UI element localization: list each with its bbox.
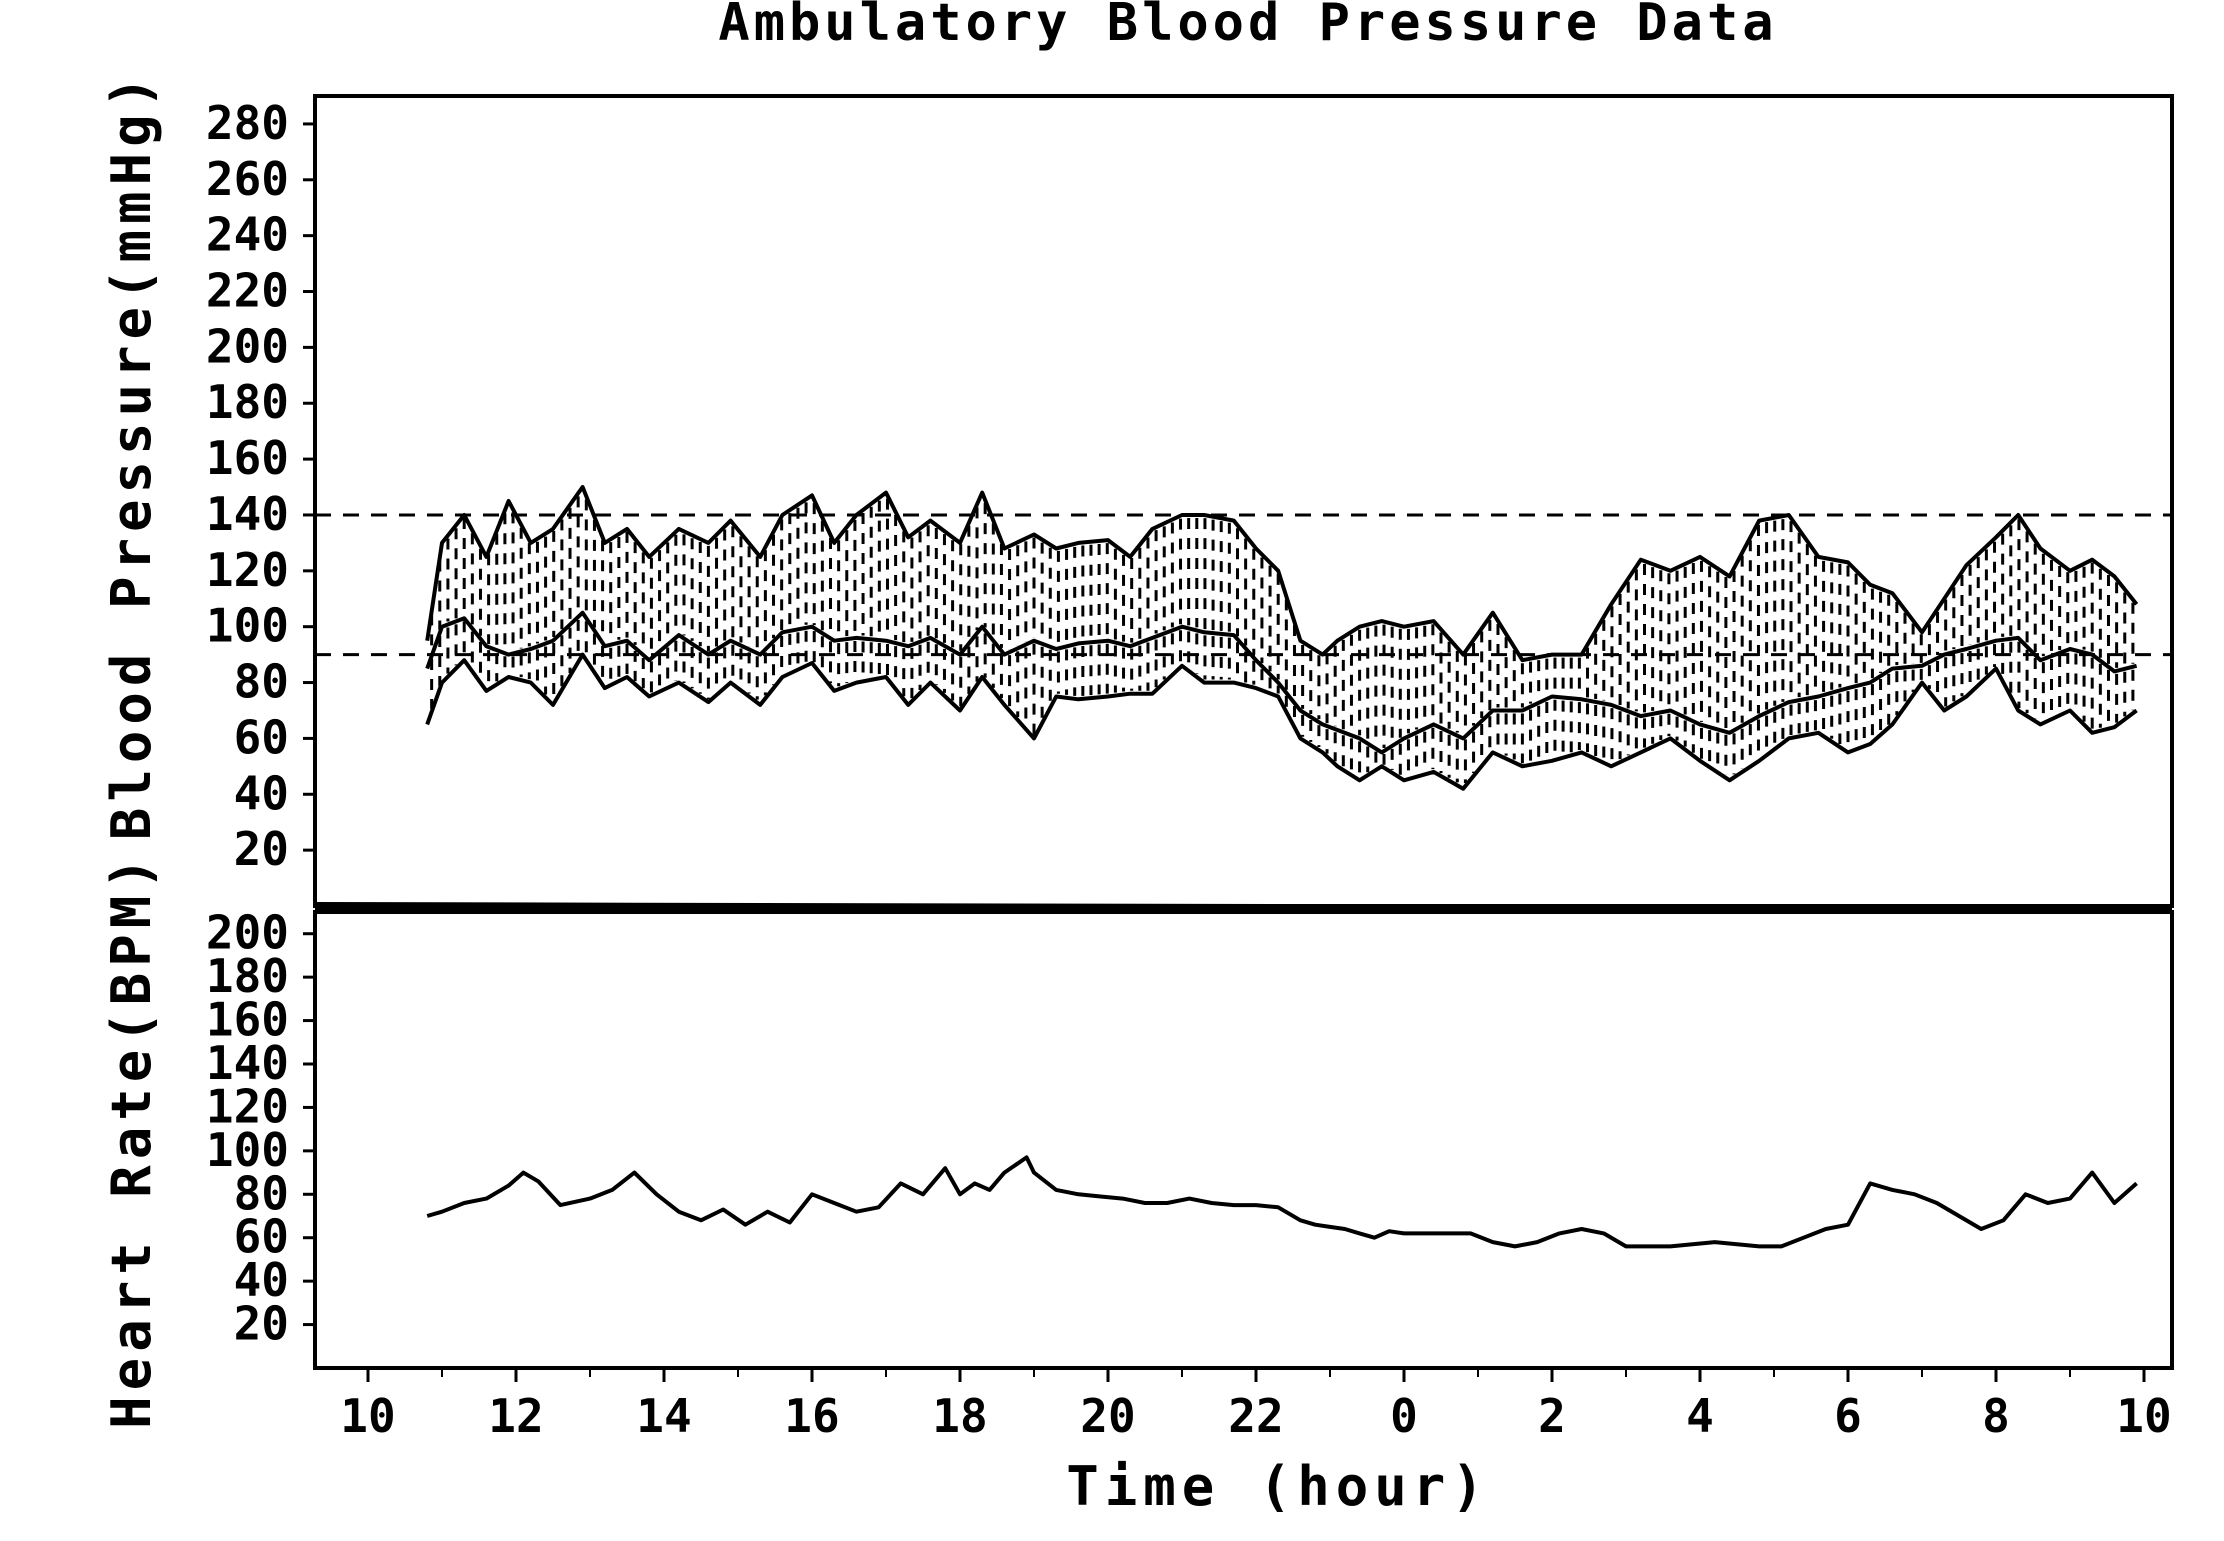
x-tick-label: 16 — [784, 1389, 839, 1443]
bp-y-axis-label: Blood Pressure(mmHg) — [100, 70, 163, 840]
y-tick-label: 240 — [206, 208, 289, 262]
y-tick-label: 140 — [206, 487, 289, 541]
y-tick-label: 260 — [206, 152, 289, 206]
x-tick-label: 4 — [1686, 1389, 1714, 1443]
y-tick-label: 140 — [206, 1036, 289, 1090]
bp-series-lines — [425, 485, 2139, 791]
y-tick-label: 40 — [234, 766, 289, 820]
x-tick-label: 10 — [2116, 1389, 2171, 1443]
x-axis-label: Time (hour) — [1066, 1455, 1490, 1518]
x-tick-label: 12 — [488, 1389, 543, 1443]
y-tick-label: 80 — [234, 655, 289, 709]
y-tick-label: 200 — [206, 319, 289, 373]
y-tick-label: 100 — [206, 599, 289, 653]
bp-plot-frame — [313, 94, 2174, 908]
y-tick-label: 120 — [206, 543, 289, 597]
bp-reference-lines — [315, 513, 2172, 657]
diastolic-line — [425, 652, 2138, 791]
y-tick-label: 180 — [206, 375, 289, 429]
systolic-line — [425, 485, 2139, 663]
x-tick-label: 18 — [932, 1389, 987, 1443]
panel-divider — [314, 902, 2173, 914]
hr-plot-frame — [313, 910, 2174, 1370]
y-tick-label: 100 — [206, 1123, 289, 1177]
hr-series-lines — [426, 1155, 2138, 1249]
y-tick-label: 200 — [206, 906, 289, 960]
y-tick-label: 60 — [234, 1210, 289, 1264]
x-axis: 10 12 14 16 18 20 22 0 2 4 6 8 10 — [340, 1368, 2172, 1443]
heart_rate-line — [426, 1155, 2138, 1249]
y-tick-label: 280 — [206, 96, 289, 150]
x-tick-label: 2 — [1538, 1389, 1566, 1443]
y-tick-label: 40 — [234, 1253, 289, 1307]
x-tick-label: 6 — [1834, 1389, 1862, 1443]
y-tick-label: 180 — [206, 949, 289, 1003]
x-tick-label: 8 — [1982, 1389, 2010, 1443]
hr-y-axis-label: Heart Rate(BPM) — [100, 851, 163, 1429]
x-tick-label: 22 — [1228, 1389, 1283, 1443]
x-tick-label: 20 — [1080, 1389, 1135, 1443]
y-tick-label: 20 — [234, 1297, 289, 1351]
mean-line — [425, 610, 2138, 755]
y-tick-label: 160 — [206, 993, 289, 1047]
x-tick-label: 14 — [636, 1389, 691, 1443]
y-tick-label: 120 — [206, 1079, 289, 1133]
x-tick-label: 0 — [1390, 1389, 1418, 1443]
y-tick-label: 80 — [234, 1166, 289, 1220]
y-tick-label: 20 — [234, 822, 289, 876]
chart-title: Ambulatory Blood Pressure Data — [718, 0, 1777, 53]
y-tick-label: 160 — [206, 431, 289, 485]
x-tick-label: 10 — [340, 1389, 395, 1443]
y-tick-label: 60 — [234, 710, 289, 764]
y-tick-label: 220 — [206, 264, 289, 318]
